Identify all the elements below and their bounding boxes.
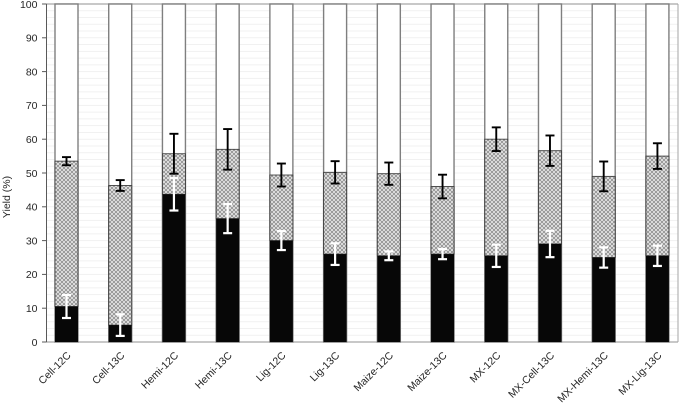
- y-axis-tick-label: 90: [26, 33, 38, 45]
- axes: [42, 3, 679, 343]
- bar-MX-Hemi-13C: [591, 3, 616, 343]
- error-bar-hatched-top: [652, 142, 662, 170]
- bar-black-segment: [216, 218, 240, 342]
- y-axis-tick-label: 70: [26, 100, 38, 112]
- error-bar-black-top: [276, 230, 286, 252]
- x-axis-category-label: Hemi-12C: [139, 349, 181, 391]
- bar-MX-Lig-13C: [645, 3, 670, 343]
- error-bar-hatched-top: [599, 160, 609, 193]
- gridlines: [46, 10, 678, 336]
- bar-black-segment: [269, 240, 293, 342]
- error-bar-black-top: [491, 243, 501, 269]
- x-axis-category-label: MX-Cell-13C: [506, 349, 557, 400]
- bar-black-segment: [538, 243, 562, 342]
- x-axis-category-label: Lig-12C: [254, 349, 289, 384]
- y-axis-tick-label: 30: [26, 235, 38, 247]
- error-bar-black-top: [438, 247, 448, 261]
- error-bar-hatched-top: [491, 126, 501, 152]
- bar-black-segment: [484, 255, 508, 342]
- y-axis-tick-label: 0: [32, 337, 38, 349]
- error-bar-black-top: [599, 246, 609, 269]
- error-bar-hatched-top: [62, 156, 71, 167]
- bar-black-segment: [323, 254, 347, 342]
- bar-Maize-13C: [430, 3, 455, 343]
- x-axis-category-label: Cell-12C: [36, 349, 74, 387]
- error-bar-hatched-top: [223, 128, 233, 171]
- y-axis-tick-label: 40: [26, 202, 38, 214]
- error-bar-hatched-top: [330, 160, 340, 185]
- error-bar-black-top: [330, 242, 340, 267]
- error-bar-black-top: [169, 176, 179, 212]
- bar-hatched-segment: [484, 138, 509, 257]
- bar-black-segment: [162, 194, 186, 342]
- error-bar-black-top: [115, 313, 125, 338]
- x-axis-category-label: Hemi-13C: [193, 349, 235, 391]
- bar-hatched-segment: [108, 185, 133, 326]
- error-bar-hatched-top: [384, 161, 394, 186]
- bar-black-segment: [645, 255, 669, 342]
- bar-hatched-segment: [645, 155, 670, 257]
- x-axis-category-label: MX-Hemi-13C: [555, 349, 611, 405]
- bar-black-segment: [431, 254, 455, 342]
- error-bar-black-top: [223, 202, 233, 235]
- bar-MX-12C: [484, 3, 509, 343]
- error-bar-black-top: [652, 244, 662, 268]
- y-axis-tick-label: 80: [26, 66, 38, 78]
- bar-black-segment: [592, 257, 616, 342]
- y-axis-tick-label: 20: [26, 269, 38, 281]
- bar-Maize-12C: [376, 3, 402, 343]
- y-axis-tick-label: 10: [26, 303, 38, 315]
- y-axis-tick-label: 100: [20, 0, 38, 11]
- y-axis-tick-label: 60: [26, 134, 38, 146]
- y-axis-tick-label: 50: [26, 168, 38, 180]
- x-axis-category-label: MX-12C: [468, 349, 504, 385]
- x-axis-category-label: Maize-12C: [352, 349, 397, 394]
- bar-Cell-12C: [54, 3, 79, 343]
- bar-hatched-segment: [376, 173, 401, 257]
- bar-Lig-13C: [322, 3, 348, 343]
- x-axis-category-label: Maize-13C: [405, 349, 450, 394]
- error-bar-black-top: [62, 293, 71, 320]
- bars: [54, 3, 670, 343]
- bar-hatched-segment: [54, 160, 79, 307]
- bar-Hemi-12C: [161, 3, 187, 343]
- bar-black-segment: [55, 306, 78, 342]
- error-bar-hatched-top: [169, 132, 179, 175]
- bar-Cell-13C: [108, 3, 133, 343]
- error-bar-hatched-top: [276, 162, 286, 188]
- bar-Lig-12C: [269, 3, 294, 343]
- error-bar-black-top: [384, 250, 394, 262]
- bar-Hemi-13C: [215, 3, 240, 343]
- y-axis-title: Yield (%): [1, 176, 13, 218]
- error-bar-hatched-top: [545, 134, 555, 167]
- error-bar-hatched-top: [115, 179, 125, 192]
- bar-black-segment: [377, 255, 401, 342]
- bar-hatched-segment: [323, 171, 348, 255]
- x-axis-category-label: MX-Lig-13C: [616, 349, 664, 397]
- x-axis-category-label: Lig-13C: [308, 349, 343, 384]
- error-bar-black-top: [545, 229, 555, 259]
- x-axis-category-label: Cell-13C: [90, 349, 128, 387]
- error-bar-hatched-top: [438, 173, 448, 200]
- bar-MX-Cell-13C: [537, 3, 563, 343]
